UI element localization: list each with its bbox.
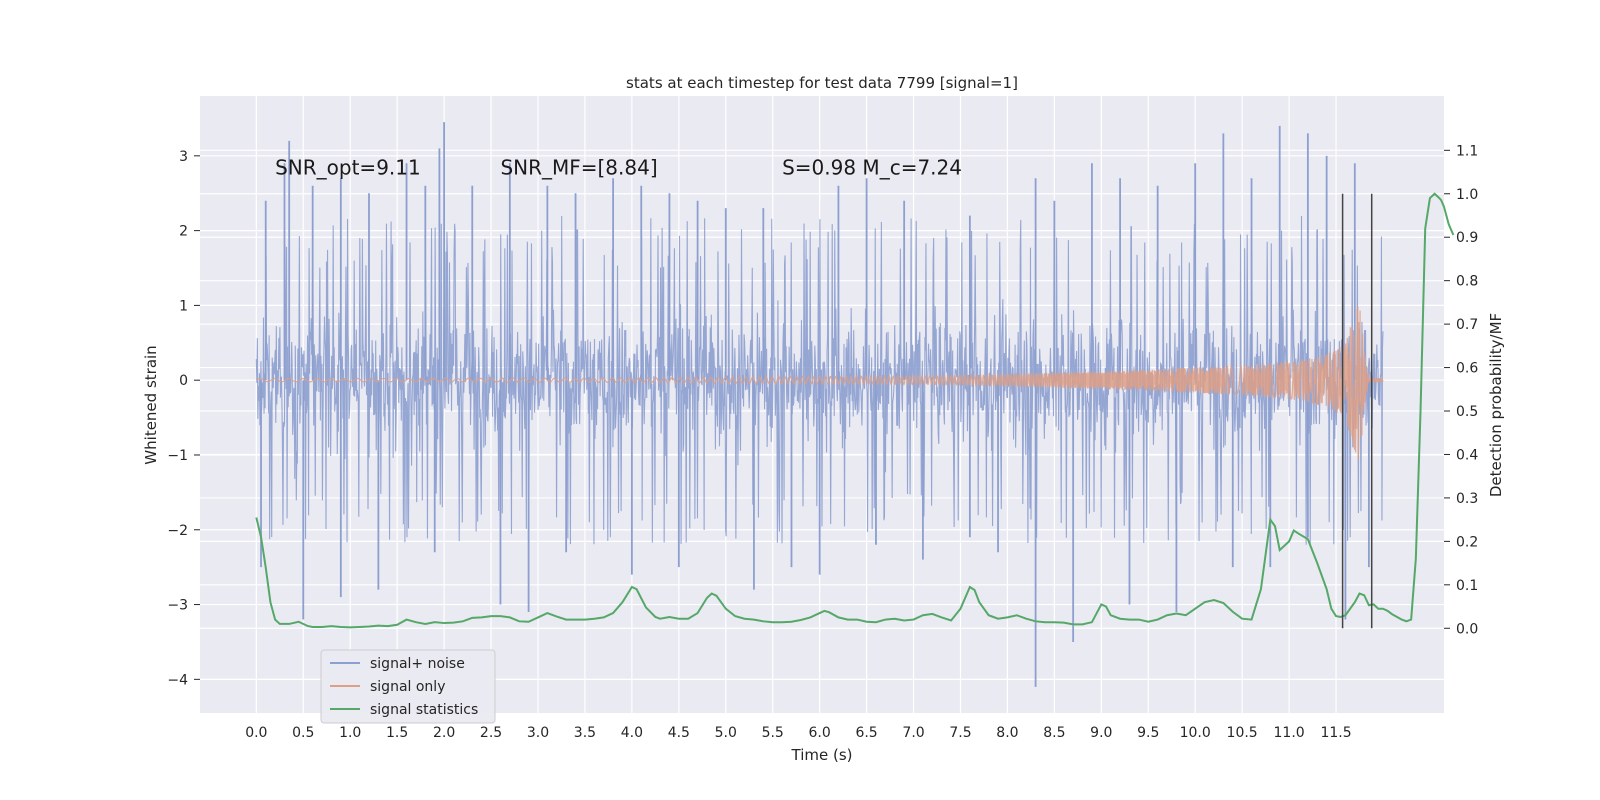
- x-tick-label: 0.0: [245, 725, 267, 741]
- legend-label-signal-noise: signal+ noise: [370, 656, 465, 672]
- x-tick-label: 11.0: [1274, 725, 1305, 741]
- x-tick-label: 9.0: [1090, 725, 1112, 741]
- x-tick-label: 6.5: [855, 725, 877, 741]
- y-left-tick-label: 3: [179, 149, 188, 165]
- x-tick-label: 8.5: [1043, 725, 1065, 741]
- y-right-tick-label: 0.3: [1456, 491, 1478, 507]
- series-signal-only: [256, 306, 1384, 461]
- x-tick-label: 10.0: [1180, 725, 1211, 741]
- legend-label-signal-only: signal only: [370, 679, 445, 695]
- y-left-tick-labels: −4 −3 −2 −1 0 1 2 3: [167, 149, 200, 688]
- series-signal-statistics: [255, 192, 1455, 629]
- y-right-tick-label: 0.9: [1456, 230, 1478, 246]
- annotation-2: S=0.98 M_c=7.24: [782, 156, 962, 180]
- y-left-tick-label: −4: [167, 672, 188, 688]
- y-left-axis-label: Whitened strain: [142, 345, 160, 464]
- y-right-tick-label: 0.6: [1456, 361, 1478, 377]
- y-right-tick-label: 0.5: [1456, 404, 1478, 420]
- series-signal-noise-spikes: [260, 122, 1370, 687]
- x-tick-label: 1.5: [386, 725, 408, 741]
- y-left-tick-label: −1: [167, 448, 188, 464]
- y-right-tick-label: 0.8: [1456, 274, 1478, 290]
- y-right-tick-label: 0.7: [1456, 317, 1478, 333]
- y-right-tick-labels: 0.0 0.1 0.2 0.3 0.4 0.5 0.6 0.7 0.8 0.9 1.0 1.1: [1444, 143, 1478, 637]
- y-right-axis-label: Detection probability/MF: [1487, 313, 1505, 497]
- x-tick-label: 6.0: [809, 725, 831, 741]
- chart-title: stats at each timestep for test data 779…: [626, 74, 1018, 92]
- x-tick-label: 5.0: [715, 725, 737, 741]
- x-tick-label: 7.0: [902, 725, 924, 741]
- y-right-tick-label: 1.1: [1456, 143, 1478, 159]
- x-tick-label: 4.5: [668, 725, 690, 741]
- x-tick-labels: 0.0 0.5 1.0 1.5 2.0 2.5 3.0 3.5 4.0 4.5 5.0 5.5 6.0 6…: [245, 725, 1351, 741]
- y-right-tick-label: 0.0: [1456, 621, 1478, 637]
- y-right-tick-label: 0.1: [1456, 578, 1478, 594]
- y-right-tick-label: 1.0: [1456, 187, 1478, 203]
- x-tick-label: 7.5: [949, 725, 971, 741]
- legend-label-signal-statistics: signal statistics: [370, 702, 478, 718]
- y-right-tick-label: 0.4: [1456, 447, 1478, 463]
- x-tick-label: 9.5: [1137, 725, 1159, 741]
- y-left-tick-label: 1: [179, 298, 188, 314]
- x-tick-label: 8.0: [996, 725, 1018, 741]
- vertical-markers: [1341, 193, 1373, 629]
- x-tick-label: 11.5: [1320, 725, 1351, 741]
- series-layer: [255, 122, 1455, 687]
- x-tick-label: 3.0: [527, 725, 549, 741]
- x-tick-label: 0.5: [292, 725, 314, 741]
- legend-box: [320, 649, 496, 724]
- x-tick-label: 10.5: [1227, 725, 1258, 741]
- annotation-1: SNR_MF=[8.84]: [500, 156, 657, 180]
- legend: signal+ noise signal only signal statist…: [320, 649, 496, 724]
- annotations: SNR_opt=9.11 SNR_MF=[8.84] S=0.98 M_c=7.24: [275, 156, 962, 180]
- x-tick-label: 4.0: [621, 725, 643, 741]
- annotation-0: SNR_opt=9.11: [275, 156, 421, 180]
- x-axis-label: Time (s): [791, 746, 853, 764]
- y-right-tick-label: 0.2: [1456, 534, 1478, 550]
- x-tick-label: 5.5: [762, 725, 784, 741]
- x-tick-label: 1.0: [339, 725, 361, 741]
- y-left-tick-label: −2: [167, 523, 188, 539]
- x-tick-label: 2.5: [480, 725, 502, 741]
- x-tick-label: 2.0: [433, 725, 455, 741]
- x-tick-label: 3.5: [574, 725, 596, 741]
- y-left-tick-label: 2: [179, 224, 188, 240]
- y-left-tick-label: −3: [167, 598, 188, 614]
- y-left-tick-label: 0: [179, 373, 188, 389]
